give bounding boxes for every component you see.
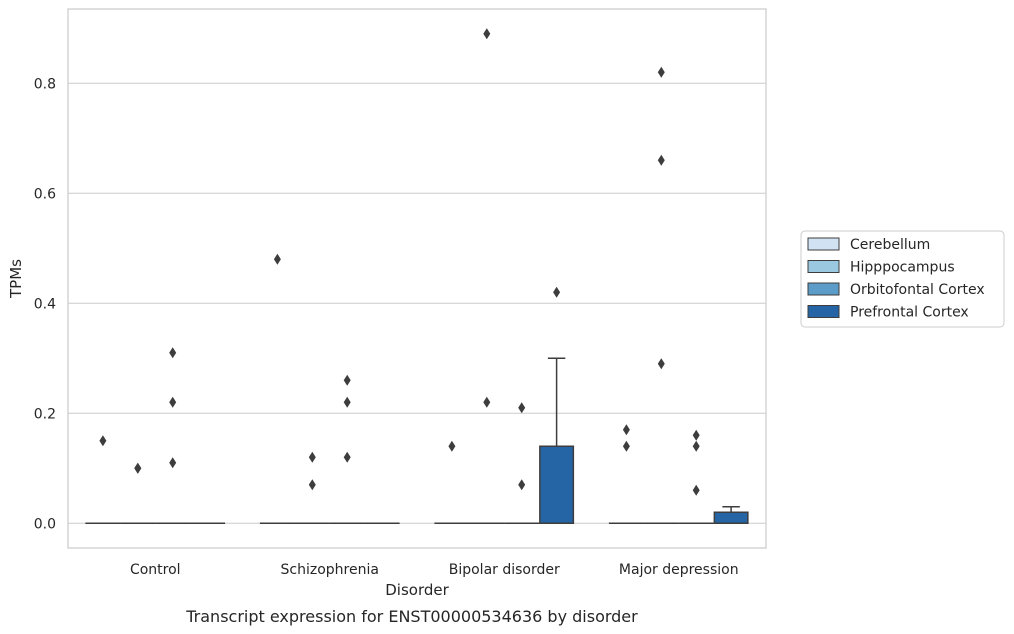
y-tick-label: 0.0 <box>34 516 56 532</box>
x-axis-label: Disorder <box>385 581 449 599</box>
legend-frame <box>800 230 1005 328</box>
legend-swatch <box>807 237 840 251</box>
outlier-point <box>308 451 316 463</box>
box-cerebellum <box>434 440 470 525</box>
box-hipppocampus <box>469 28 505 525</box>
boxes <box>85 28 749 525</box>
outlier-point <box>169 457 177 469</box>
legend-label: Orbitofontal Cortex <box>850 282 985 298</box>
box-orbitofontal-cortex <box>155 347 191 525</box>
outlier-point <box>483 396 491 408</box>
outlier-point <box>99 435 107 447</box>
outlier-point <box>483 28 491 40</box>
box-body <box>539 445 575 524</box>
x-axis: Control Schizophrenia Bipolar disorder Majo… <box>130 562 739 578</box>
legend-swatch <box>807 282 840 296</box>
outlier-point <box>553 286 561 298</box>
outlier-point <box>518 402 526 414</box>
outlier-point <box>308 479 316 491</box>
outlier-point <box>622 440 630 452</box>
box-orbitofontal-cortex <box>678 429 714 525</box>
chart-caption: Transcript expression for ENST0000053463… <box>185 607 638 626</box>
x-tick-label: Bipolar disorder <box>449 562 560 578</box>
y-tick-label: 0.2 <box>34 406 56 422</box>
outlier-point <box>518 479 526 491</box>
box-cerebellum <box>608 424 644 525</box>
outlier-point <box>343 396 351 408</box>
box-hipppocampus <box>294 451 330 525</box>
plot-frame <box>67 8 767 549</box>
box-orbitofontal-cortex <box>504 402 540 525</box>
x-tick-label: Major depression <box>619 562 739 578</box>
x-tick-label: Schizophrenia <box>281 562 379 578</box>
box-hipppocampus <box>120 462 156 525</box>
box-prefrontal-cortex <box>713 506 749 524</box>
legend-label: Prefrontal Cortex <box>850 305 969 321</box>
x-tick-label: Control <box>130 562 181 578</box>
outlier-point <box>169 347 177 359</box>
y-tick-label: 0.4 <box>34 296 56 312</box>
y-tick-label: 0.8 <box>34 76 56 92</box>
outlier-point <box>692 484 700 496</box>
outlier-point <box>343 374 351 386</box>
box-hipppocampus <box>643 66 679 525</box>
outlier-point <box>343 451 351 463</box>
legend-label: Cerebellum <box>850 237 930 253</box>
outlier-point <box>169 396 177 408</box>
outlier-point <box>657 154 665 166</box>
legend-label: Hipppocampus <box>850 260 955 276</box>
outlier-point <box>622 424 630 436</box>
y-axis-label: TPMs <box>7 259 25 299</box>
legend: Cerebellum Hipppocampus Orbitofontal Corte… <box>800 230 1005 328</box>
outlier-point <box>273 253 281 265</box>
box-prefrontal-cortex <box>539 286 575 524</box>
legend-swatch <box>807 305 840 318</box>
y-axis: 0.0 0.2 0.4 0.6 0.8 <box>34 76 56 532</box>
outlier-point <box>134 462 142 474</box>
outlier-point <box>657 358 665 370</box>
legend-swatch <box>807 260 840 273</box>
outlier-point <box>692 440 700 452</box>
outlier-point <box>657 66 665 78</box>
box-orbitofontal-cortex <box>329 374 365 525</box>
box-cerebellum <box>259 253 295 525</box>
outlier-point <box>692 429 700 441</box>
y-tick-label: 0.6 <box>34 186 56 202</box>
outlier-point <box>448 440 456 452</box>
box-cerebellum <box>85 435 121 525</box>
box-body <box>713 511 749 524</box>
